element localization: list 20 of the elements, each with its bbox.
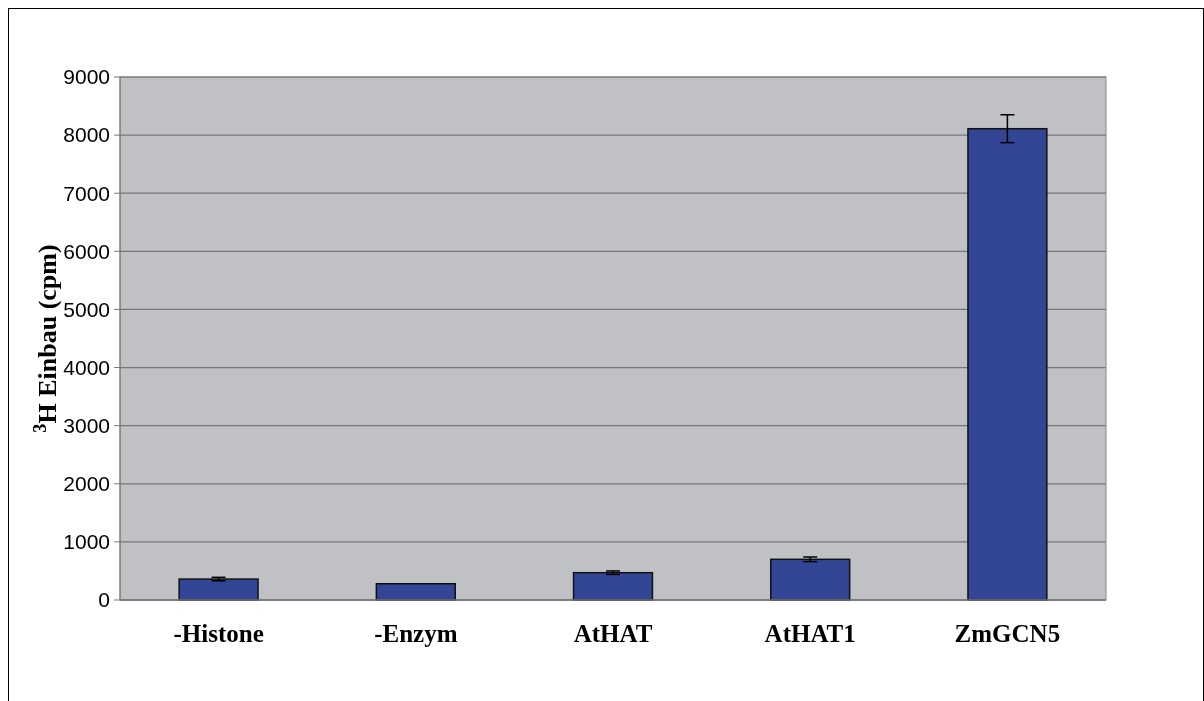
x-tick-label: -Enzym <box>374 620 458 647</box>
y-tick-label: 5000 <box>63 297 110 321</box>
y-tick-label: 2000 <box>63 472 110 496</box>
x-tick-label: ZmGCN5 <box>954 620 1061 647</box>
bar <box>967 127 1048 601</box>
y-tick-label: 4000 <box>63 355 110 379</box>
y-tick-label: 8000 <box>63 123 110 147</box>
x-tick-label: AtHAT <box>573 620 653 647</box>
y-tick-label: 6000 <box>63 239 110 263</box>
bar <box>178 578 259 601</box>
bar <box>572 571 654 601</box>
x-tick-label: AtHAT1 <box>764 620 856 647</box>
y-tick-label: 0 <box>98 588 110 612</box>
y-tick-label: 1000 <box>63 530 110 554</box>
bar <box>375 582 456 601</box>
x-tick-label: -Histone <box>173 620 264 647</box>
y-tick-label: 9000 <box>63 65 110 89</box>
bar <box>770 558 851 601</box>
y-tick-label: 3000 <box>63 414 110 438</box>
y-tick-label: 7000 <box>63 181 110 205</box>
